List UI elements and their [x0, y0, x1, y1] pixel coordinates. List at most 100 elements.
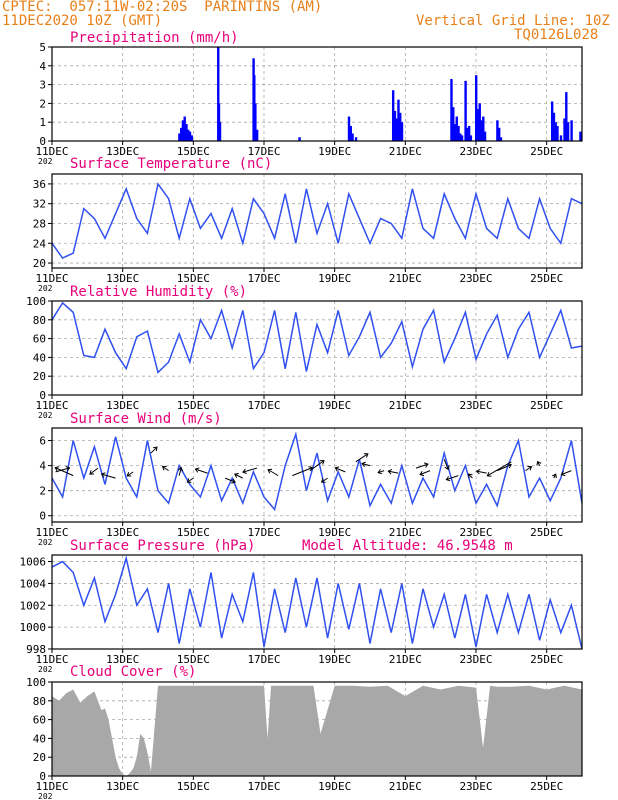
precip-bar	[391, 90, 395, 141]
precip-bar	[476, 109, 480, 141]
wind-arrow-head	[194, 467, 200, 473]
pressure-xtick-label: 13DEC	[106, 653, 139, 666]
precip-xtick-label: 21DEC	[389, 145, 422, 158]
wind-arrow-head	[361, 461, 366, 467]
wind-arrow-head	[126, 471, 132, 477]
wind-arrow-head	[423, 462, 429, 468]
temperature-panel: 20 24 28 32 36 11DEC 13DEC 15DEC 17DEC 19DEC 21DEC…	[33, 173, 583, 293]
humidity-ytick-label: 100	[26, 295, 46, 308]
wind-arrow-head	[234, 472, 239, 478]
precip-xtick-label: 15DEC	[177, 145, 210, 158]
wind-arrow-head	[177, 466, 184, 472]
cloud-xtick-label: 11DEC	[35, 780, 68, 793]
temperature-year-stub: 202	[38, 284, 53, 293]
cloud-panel: 0 20 40 60 80 100 11DEC 13DEC 15DEC 17DEC 19DEC 21D…	[26, 676, 583, 800]
humidity-panel: 0 20 40 60 80 100 11DEC 13DEC 15DEC 17DEC 19DEC 21D…	[26, 295, 583, 420]
precip-bar	[347, 116, 351, 141]
precip-bar	[354, 137, 358, 141]
precip-bar	[478, 103, 481, 141]
wind-xtick-label: 15DEC	[177, 526, 210, 539]
precip-bar	[566, 122, 570, 141]
wind-arrow-head	[536, 460, 542, 466]
precip-bar	[179, 127, 183, 141]
wind-arrow-head	[267, 468, 273, 474]
precip-bar	[349, 125, 352, 141]
temperature-title: Surface Temperature (nC)	[70, 156, 273, 172]
precip-bar	[187, 129, 190, 141]
wind-arrow	[355, 453, 369, 463]
model-code: TQ0126L028	[514, 27, 599, 43]
wind-arrow	[361, 463, 371, 467]
precip-frame	[51, 46, 583, 142]
precip-bar	[496, 120, 499, 141]
wind-arrow	[487, 461, 512, 477]
temperature-ytick-label: 20	[33, 257, 46, 270]
precip-ytick-label: 5	[39, 41, 46, 54]
wind-title: Surface Wind (m/s)	[70, 411, 222, 427]
precip-bar	[482, 116, 485, 141]
temperature-xtick-label: 25DEC	[530, 272, 563, 285]
vertical-grid-note: Vertical Grid Line: 10Z	[416, 13, 610, 29]
humidity-ytick-label: 20	[33, 370, 46, 383]
temperature-frame	[51, 173, 583, 269]
temperature-xtick-label: 23DEC	[459, 272, 492, 285]
wind-arrow-head	[507, 463, 512, 469]
precip-xtick-label: 13DEC	[106, 145, 139, 158]
precip-ytick-label: 0	[39, 135, 46, 148]
precip-xtick-label: 25DEC	[530, 145, 563, 158]
wind-panel: 0 2 4 6 11DEC 13DEC 15DEC 17DEC 19DEC 21DEC 23DEC 2…	[35, 427, 583, 547]
wind-xtick-label: 13DEC	[106, 526, 139, 539]
precip-ytick-label: 2	[39, 97, 46, 110]
precip-bar	[556, 125, 559, 141]
pressure-xtick-label: 17DEC	[247, 653, 280, 666]
cloud-area	[52, 685, 582, 776]
precip-ytick-label: 1	[39, 116, 46, 129]
pressure-xtick-label: 21DEC	[389, 653, 422, 666]
cloud-xtick-label: 21DEC	[389, 780, 422, 793]
temperature-xtick-label: 15DEC	[177, 272, 210, 285]
precip-bar	[457, 125, 460, 141]
precip-bar	[497, 127, 501, 141]
precip-bar	[467, 125, 471, 141]
precip-bar	[459, 133, 462, 141]
wind-arrow-head	[320, 478, 326, 483]
precip-bar	[455, 116, 458, 141]
precip-title: Precipitation (mm/h)	[70, 30, 239, 46]
wind-arrow-head	[152, 446, 158, 452]
cloud-ytick-label: 0	[39, 770, 46, 783]
cloud-xtick-label: 17DEC	[247, 780, 280, 793]
humidity-xtick-label: 11DEC	[35, 399, 68, 412]
wind-arrow-head	[363, 453, 369, 458]
wind-arrow	[419, 470, 431, 476]
precip-panel: 0 1 2 3 4 5 11DEC 13DEC 15DEC 17DEC 19DEC 21DEC 23DE…	[35, 41, 583, 166]
wind-arrow	[178, 467, 182, 476]
wind-arrow	[267, 469, 279, 477]
precip-bar	[480, 120, 483, 141]
precip-bar	[393, 110, 397, 141]
wind-arrow-head	[560, 470, 566, 477]
precip-bar	[185, 124, 188, 141]
precip-bar	[565, 92, 568, 141]
pressure-year-stub: 202	[38, 665, 53, 674]
wind-arrow	[242, 467, 258, 473]
humidity-xtick-label: 17DEC	[247, 399, 280, 412]
wind-arrow-head	[475, 468, 481, 475]
wind-xtick-label: 19DEC	[318, 526, 351, 539]
wind-ytick-label: 6	[39, 435, 46, 448]
pressure-xtick-label: 19DEC	[318, 653, 351, 666]
cloud-ytick-label: 20	[33, 751, 46, 764]
precip-bar	[178, 133, 181, 141]
precip-year-stub: 202	[38, 157, 53, 166]
pressure-frame	[51, 554, 583, 650]
wind-series-line	[51, 431, 583, 512]
humidity-frame	[51, 300, 583, 396]
precip-bar	[499, 137, 503, 141]
header-line1: CPTEC: 057:11W-02:20S PARINTINS (AM)	[2, 0, 323, 15]
wind-arrow	[54, 467, 74, 477]
wind-arrow-head	[242, 468, 247, 474]
precip-bar	[550, 101, 554, 141]
wind-arrow	[525, 466, 532, 472]
humidity-ytick-label: 60	[33, 333, 46, 346]
wind-arrow	[89, 467, 99, 475]
